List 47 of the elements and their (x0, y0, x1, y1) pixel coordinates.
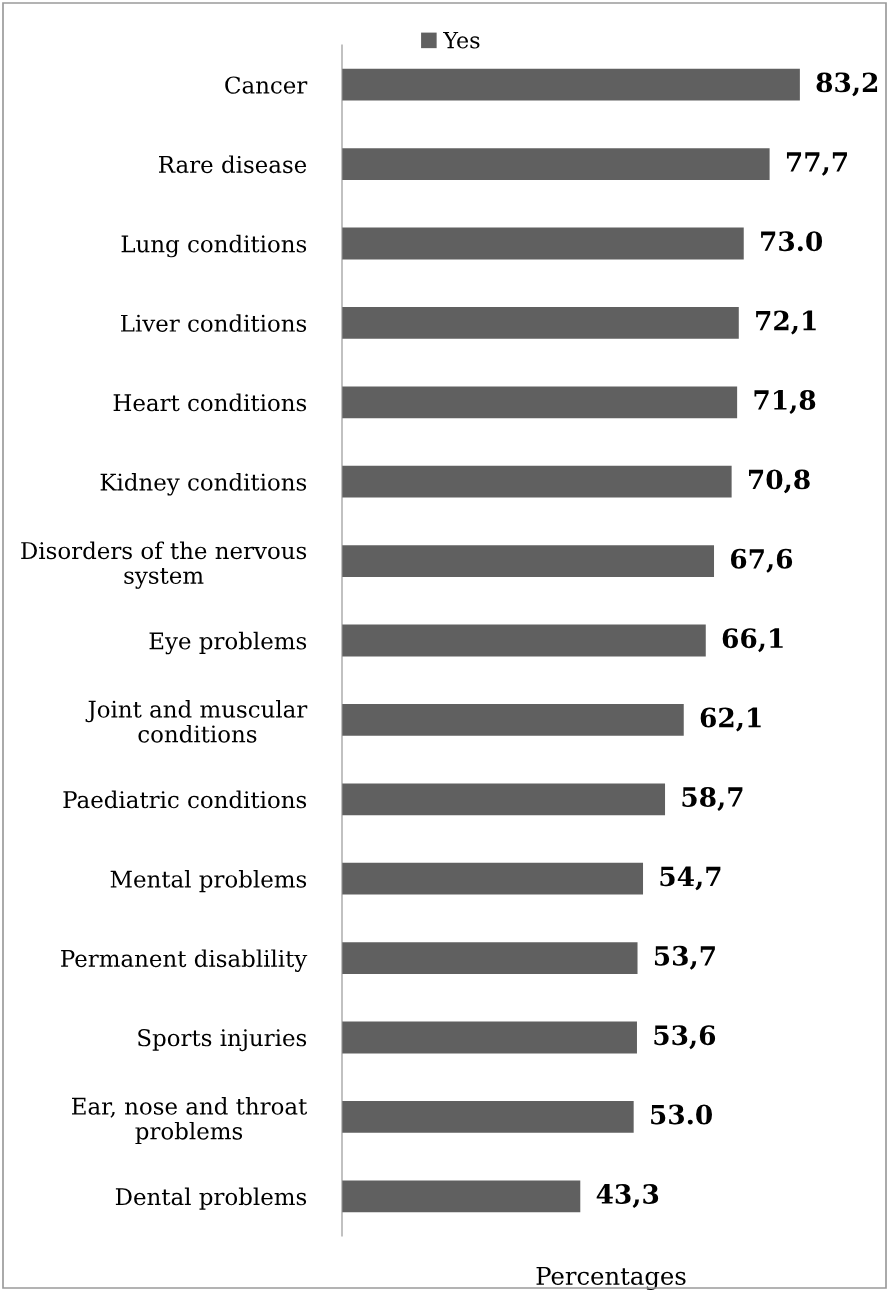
bar (342, 465, 732, 498)
bar (342, 704, 684, 736)
y-tick-label: Rare disease (159, 155, 307, 174)
data-label: 43,3 (596, 1184, 659, 1208)
bar (342, 783, 666, 816)
y-tick-label: Heart conditions (113, 393, 307, 412)
y-tick-label: Disorders of the nervous system (21, 541, 307, 589)
y-tick-label: Sports injuries (138, 1029, 307, 1052)
y-tick-label: Ear, nose and throat problems (72, 1097, 308, 1145)
y-tick-label: Cancer (225, 76, 308, 94)
data-label: 53.0 (651, 1104, 712, 1125)
bar (342, 1021, 637, 1054)
data-label: 73.0 (761, 231, 823, 252)
y-tick-label: Kidney conditions (100, 472, 307, 496)
y-tick-label: Eye problems (149, 631, 307, 655)
bar (342, 68, 800, 101)
y-tick-label: Dental problems (115, 1187, 307, 1210)
data-label: 67,6 (730, 548, 793, 573)
y-tick-label: Mental problems (110, 869, 307, 893)
bar (342, 942, 638, 974)
data-label: 53,7 (654, 945, 715, 970)
bar (342, 545, 715, 577)
bar (342, 307, 739, 339)
data-label: 54,7 (660, 866, 721, 891)
data-label: 66,1 (722, 628, 783, 653)
bar (342, 862, 644, 895)
y-tick-label: Joint and muscular conditions (85, 700, 308, 743)
y-tick-label: Paediatric conditions (63, 790, 307, 809)
data-label: 53,6 (654, 1025, 716, 1050)
bar (342, 1101, 634, 1133)
data-label: 77,7 (786, 152, 847, 176)
data-label: 58,7 (682, 787, 743, 811)
x-axis-title: Percentages (536, 1266, 686, 1291)
bar (342, 386, 738, 419)
y-tick-label: Liver conditions (121, 314, 307, 332)
data-label: 83,2 (816, 72, 878, 97)
bar (342, 624, 706, 657)
bar (342, 1180, 581, 1213)
y-tick-label: Lung conditions (121, 234, 307, 258)
y-tick-label: Permanent disablility (61, 949, 308, 972)
bar (342, 148, 770, 180)
data-label: 62,1 (700, 707, 761, 732)
data-label: 70,8 (749, 469, 810, 494)
data-label: 72,1 (756, 310, 816, 335)
bar (342, 227, 744, 260)
data-label: 71,8 (754, 390, 816, 414)
legend-label: Yes (443, 31, 480, 49)
